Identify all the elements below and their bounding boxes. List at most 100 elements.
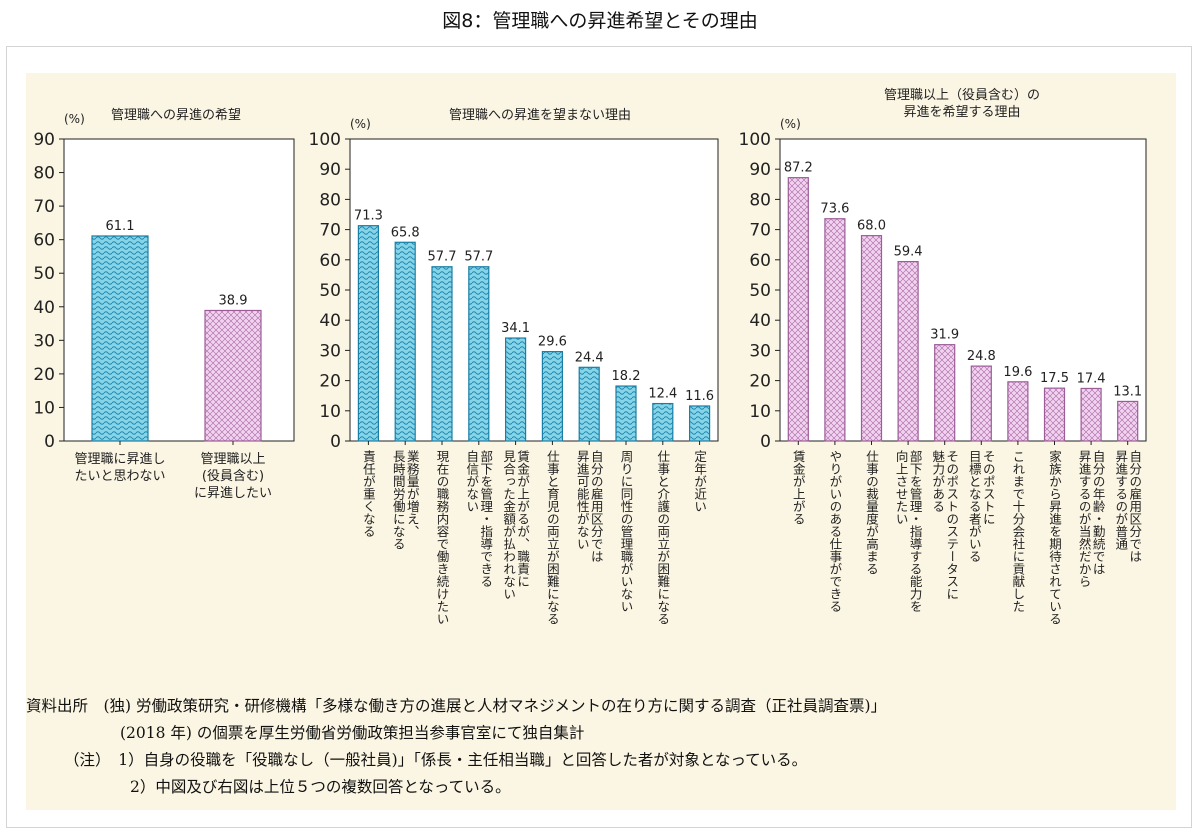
y-tick-label: 100 [739,130,771,150]
category-label: 責任が重くなる [361,450,376,538]
category-label: 仕事と育児の両立が困難になる [545,450,560,625]
value-label: 17.4 [1077,371,1106,386]
category-label: 定年が近い [692,449,707,513]
bar [970,365,992,442]
y-tick-label: 50 [319,281,341,301]
y-axis-unit: (%) [350,117,371,131]
bar [204,309,262,442]
bar [394,241,416,442]
y-tick-label: 20 [749,372,771,392]
y-tick-label: 30 [749,341,771,361]
value-label: 73.6 [820,202,849,217]
note-1: （注） 1）自身の役職を「役職なし（一般社員)」「係長・主任相当職」と回答した者… [64,751,808,769]
y-axis-unit: (%) [780,117,801,131]
bar [541,351,564,442]
category-label: 仕事の裁量度が高まる [864,450,879,575]
bar [1080,387,1102,442]
category-label: 家族から昇進を期待されている [1047,449,1062,625]
value-label: 17.5 [1040,371,1069,386]
chart-title: 管理職以上（役員含む）の [884,87,1040,103]
category-label: 賃金が上がる [791,449,806,525]
value-label: 87.2 [784,161,813,176]
y-tick-label: 40 [33,298,55,318]
value-label: 68.0 [857,219,886,234]
y-tick-label: 90 [319,160,341,180]
y-tick-label: 30 [33,331,55,351]
value-label: 11.6 [685,389,714,404]
bar [505,337,527,442]
category-label: 賃金が上がるが、職責に [515,449,530,588]
value-label: 59.4 [894,245,923,260]
chart-reasons-not: 0 10 20 30 40 50 60 70 80 90 100 (%) 管理職への昇進を望まない理由 7… [309,107,719,625]
category-label: 昇進するのが普通 [1113,450,1128,550]
value-label: 19.6 [1003,365,1032,380]
y-tick-label: 10 [749,402,771,422]
value-label: 34.1 [501,321,530,336]
y-tick-label: 60 [319,251,341,271]
y-tick-label: 80 [319,190,341,210]
value-label: 12.4 [648,387,677,402]
bar [860,235,883,442]
y-tick-label: 0 [44,432,55,452]
value-label: 57.7 [464,250,493,265]
y-tick-label: 70 [319,221,341,241]
value-label: 57.7 [428,250,457,265]
source-line-2: (2018 年) の個票を厚生労働省労働政策担当参事官室にて独自集計 [120,724,585,742]
category-label: 自分の雇用区分では [1127,450,1142,563]
y-tick-label: 10 [319,402,341,422]
category-label: たいと思わない [74,469,165,484]
y-tick-label: 0 [330,432,341,452]
bar [431,266,453,442]
category-label: 長時間労働になる [391,450,406,550]
chart-title: 管理職への昇進を望まない理由 [449,107,631,123]
y-tick-label: 60 [749,251,771,271]
category-label: そのポストに [981,450,996,525]
y-tick-label: 20 [319,372,341,392]
value-label: 71.3 [354,209,383,224]
category-label: 向上させたい [894,449,909,525]
category-label: 自分の雇用区分では [589,450,604,563]
y-tick-label: 0 [760,432,771,452]
note-2: 2）中図及び右図は上位５つの複数回答となっている。 [130,778,511,796]
value-label: 24.4 [575,350,604,365]
bar [91,235,149,442]
bar [615,385,637,442]
category-label: 管理職以上 [200,452,265,467]
category-label: 見合った金額が払われない [501,450,516,600]
value-label: 38.9 [219,293,248,308]
y-tick-label: 100 [309,130,341,150]
category-label: 昇進するのが当然だから [1077,450,1092,588]
y-tick-label: 90 [33,130,55,150]
y-axis-unit: (%) [64,112,85,126]
chart-reasons-yes: 0 10 20 30 40 50 60 70 80 90 100 (%) 管理職以上（役員含む）の昇進を… [739,87,1147,625]
source-line-1: 資料出所 (独) 労働政策研究・研修機構「多様な働き方の進展と人材マネジメントの… [26,697,887,715]
value-label: 31.9 [930,328,959,343]
category-label: 昇進可能性がない [575,450,590,550]
page-title: 図8：管理職への昇進希望とその理由 [442,10,758,32]
bar [1007,381,1029,442]
category-label: やりがいのある仕事ができる [827,450,842,613]
y-tick-label: 50 [749,281,771,301]
y-tick-label: 10 [33,398,55,418]
y-tick-label: 40 [319,311,341,331]
category-label: 部下を管理・指導する能力を [908,449,923,613]
y-tick-label: 30 [319,341,341,361]
y-tick-label: 60 [33,231,55,251]
y-tick-label: 40 [749,311,771,331]
category-label: 自分の年齢・勤続では [1091,450,1106,575]
category-label: そのポストのステータスに [944,450,959,600]
bar [824,218,846,442]
value-label: 61.1 [106,219,135,234]
value-label: 65.8 [391,225,420,240]
category-label: 目標となる者がいる [967,450,982,563]
bar [934,344,956,442]
category-label: に昇進したい [194,486,272,501]
category-label: (役員含む) [202,468,264,484]
y-tick-label: 70 [749,221,771,241]
bar [1117,400,1139,442]
y-tick-label: 70 [33,197,55,217]
value-label: 24.8 [967,349,996,364]
value-label: 18.2 [612,369,641,384]
bar [357,225,379,442]
